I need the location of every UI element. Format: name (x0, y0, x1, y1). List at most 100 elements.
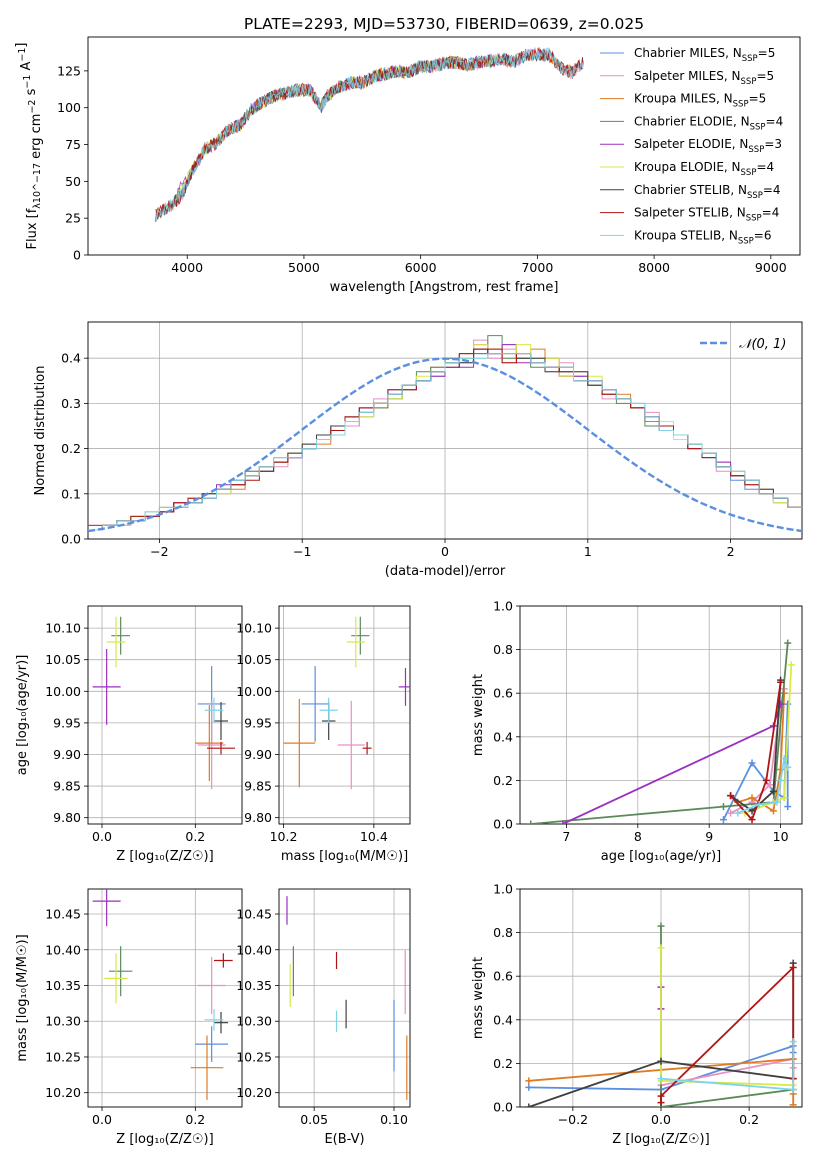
weight-line-chabrier-stelib (730, 680, 782, 813)
weight-marker (719, 803, 727, 811)
weight-marker (527, 820, 535, 824)
errorbar-salpeter-elodie (92, 648, 121, 725)
y-tick-label: 100 (57, 100, 81, 115)
y-axis-label: age [log₁₀(age/yr)] (15, 655, 30, 776)
errorbar-kroupa-elodie (106, 616, 126, 668)
x-axis-label: Z [log₁₀(Z/Z☉)] (116, 849, 213, 864)
weight-marker (748, 816, 756, 824)
y-tick-label: 0.1 (61, 486, 81, 501)
chart-residuals: −2 −1 0 1 2 0.0 0.1 0.2 0.3 0.4 𝒩(0, 1) (data-model… (33, 321, 803, 579)
plot-area (286, 896, 408, 1100)
y-tick-label: 0.0 (61, 532, 81, 547)
errorbar-salpeter-miles (337, 700, 365, 790)
chart-age-vs-Z: 0.0 0.2 9.80 9.85 9.90 9.95 10.00 10.05 10.10 Z [… (15, 605, 243, 864)
plot-area (92, 616, 235, 790)
x-tick-label: 7000 (521, 260, 553, 275)
weight-marker (780, 794, 788, 802)
weight-marker (789, 1086, 797, 1094)
weight-marker (657, 1099, 665, 1107)
x-tick-label: 10.2 (270, 829, 298, 844)
y-tick-label: 10.05 (45, 652, 81, 667)
x-tick-label: −2 (150, 544, 168, 559)
errorbar-chabrier-stelib (214, 1011, 228, 1034)
y-tick-label: 10.10 (236, 621, 272, 636)
x-tick-label: 0.0 (92, 829, 112, 844)
x-axis-label: mass [log₁₀(M/M☉)] (281, 849, 408, 864)
x-tick-label: −0.2 (558, 1112, 588, 1127)
x-tick-label: 7 (562, 829, 570, 844)
errorbar-chabrier-stelib (214, 702, 228, 740)
plot-area (525, 922, 797, 1107)
errorbar-kroupa-miles (283, 698, 316, 788)
errorbar-chabrier-elodie (351, 616, 370, 655)
axes-frame (87, 605, 243, 825)
legend-label: Kroupa STELIB, NSSP=6 (634, 228, 772, 246)
weight-marker (769, 807, 777, 815)
axes-frame (278, 605, 411, 825)
x-tick-label: 10.4 (360, 829, 388, 844)
legend-label: Chabrier STELIB, NSSP=4 (634, 183, 781, 201)
chart-title: PLATE=2293, MJD=53730, FIBERID=0639, z=0… (244, 15, 644, 33)
y-tick-label: 0.8 (493, 925, 513, 940)
weight-marker (657, 1057, 665, 1065)
x-tick-label: 0.10 (380, 1112, 408, 1127)
weight-marker (777, 776, 785, 784)
weight-marker (777, 678, 785, 686)
weight-marker (657, 922, 665, 930)
weight-line-chabrier-elodie (530, 643, 789, 824)
weight-marker (789, 1101, 797, 1107)
errorbar-kroupa-stelib (204, 697, 224, 723)
y-tick-label: 0.8 (493, 642, 513, 657)
y-tick-label: 9.80 (244, 810, 272, 825)
y-tick-label: 10.25 (45, 1049, 81, 1064)
weight-marker (727, 792, 735, 800)
weight-marker (780, 755, 788, 763)
y-tick-label: 10.20 (236, 1085, 272, 1100)
weight-marker (789, 963, 797, 971)
chart-mass-weight-vs-Z: −0.2 0.0 0.2 0.0 0.2 0.4 0.6 0.8 1.0 Z [log₁₀(Z/Z… (471, 882, 803, 1147)
plot-area (88, 335, 802, 533)
weight-marker (734, 809, 742, 817)
weight-marker (789, 1038, 797, 1046)
weight-marker (784, 639, 792, 647)
plot-area (283, 616, 410, 790)
y-tick-label: 0.6 (493, 686, 513, 701)
weight-marker (769, 787, 777, 795)
weight-line-salpeter-elodie (562, 703, 782, 824)
chart-age-vs-mass: 10.2 10.4 9.80 9.85 9.90 9.95 10.00 10.05 10.10 m… (236, 605, 411, 864)
weight-marker (657, 944, 665, 952)
y-tick-label: 9.90 (244, 747, 272, 762)
errorbar-kroupa-elodie (346, 616, 365, 668)
errorbar-salpeter-miles (197, 956, 226, 1015)
chart-mass-vs-EBV: 0.05 0.10 10.20 10.25 10.30 10.35 10.40 10.45 E(… (236, 888, 411, 1147)
weight-marker (748, 759, 756, 767)
errorbar-salpeter-elodie (398, 667, 410, 706)
weight-marker (762, 776, 770, 784)
legend-label: Kroupa MILES, NSSP=5 (634, 92, 766, 110)
y-tick-label: 10.00 (45, 684, 81, 699)
y-tick-label: 10.35 (45, 978, 81, 993)
errorbar-salpeter-stelib (207, 741, 235, 755)
errorbar-kroupa-stelib (204, 1009, 224, 1031)
weight-marker (766, 781, 774, 789)
weight-marker (748, 794, 756, 802)
y-tick-label: 0.2 (493, 1056, 513, 1071)
weight-marker (657, 1092, 665, 1100)
x-tick-label: 10 (773, 829, 789, 844)
y-tick-label: 10.45 (236, 907, 272, 922)
y-axis-label: mass [log₁₀(M/M☉)] (15, 934, 30, 1061)
y-tick-label: 9.80 (53, 810, 81, 825)
axes-frame (519, 605, 803, 825)
y-tick-label: 0.0 (493, 817, 513, 832)
y-tick-label: 1.0 (493, 599, 513, 614)
legend-label: 𝒩(0, 1) (739, 337, 786, 352)
x-tick-label: 4000 (171, 260, 203, 275)
weight-line-salpeter-stelib (729, 682, 782, 822)
axes-frame (87, 888, 243, 1108)
y-tick-label: 9.85 (53, 779, 81, 794)
y-tick-label: 9.85 (244, 779, 272, 794)
legend-label: Salpeter MILES, NSSP=5 (634, 69, 774, 87)
weight-marker (657, 1075, 665, 1083)
weight-marker (559, 820, 567, 824)
